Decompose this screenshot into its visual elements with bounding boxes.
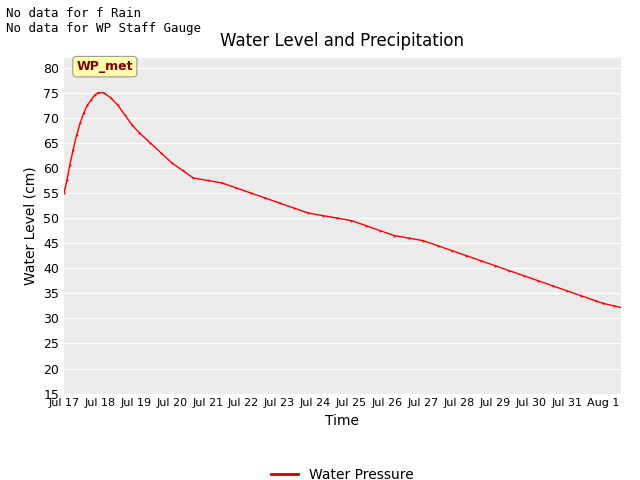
X-axis label: Time: Time — [325, 414, 360, 428]
Text: No data for f Rain: No data for f Rain — [6, 7, 141, 20]
Text: WP_met: WP_met — [77, 60, 133, 73]
Legend: Water Pressure: Water Pressure — [265, 462, 420, 480]
Title: Water Level and Precipitation: Water Level and Precipitation — [220, 33, 465, 50]
Y-axis label: Water Level (cm): Water Level (cm) — [24, 166, 38, 285]
Text: No data for WP Staff Gauge: No data for WP Staff Gauge — [6, 22, 202, 35]
